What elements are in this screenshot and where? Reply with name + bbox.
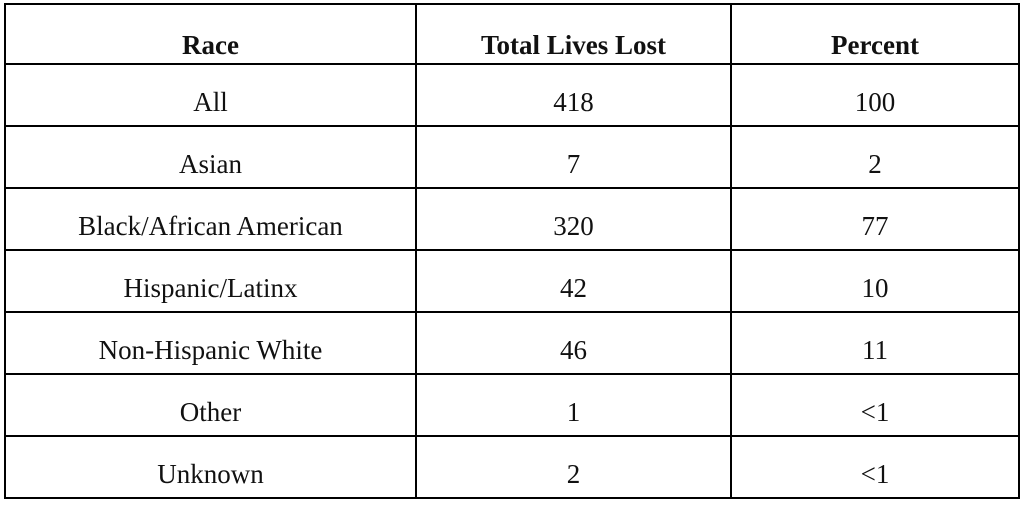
- table-cell: 77: [730, 187, 1020, 251]
- table-cell: 100: [730, 63, 1020, 127]
- table-cell: 46: [415, 311, 732, 375]
- table-row: Asian 7 2: [4, 125, 1020, 189]
- table-cell: Hispanic/Latinx: [4, 249, 417, 313]
- table-cell: 42: [415, 249, 732, 313]
- table-cell: 10: [730, 249, 1020, 313]
- table-row: Black/African American 320 77: [4, 187, 1020, 251]
- table-cell: Non-Hispanic White: [4, 311, 417, 375]
- table-cell: 2: [415, 435, 732, 499]
- table-row: Hispanic/Latinx 42 10: [4, 249, 1020, 313]
- table-body: All 418 100 Asian 7 2 Black/African American 32…: [4, 63, 1020, 499]
- table-cell: 7: [415, 125, 732, 189]
- table-cell: Unknown: [4, 435, 417, 499]
- table-cell: 2: [730, 125, 1020, 189]
- table-cell: 418: [415, 63, 732, 127]
- table-header: Race Total Lives Lost Percent: [4, 3, 1020, 65]
- table-cell: All: [4, 63, 417, 127]
- header-cell: Race: [4, 3, 417, 65]
- table-cell: <1: [730, 435, 1020, 499]
- table-row: All 418 100: [4, 63, 1020, 127]
- header-cell: Percent: [730, 3, 1020, 65]
- table-cell: Black/African American: [4, 187, 417, 251]
- table-cell: 320: [415, 187, 732, 251]
- data-table: Race Total Lives Lost Percent All 418 100 Asi…: [4, 3, 1020, 499]
- table-row: Other 1 <1: [4, 373, 1020, 437]
- header-row: Race Total Lives Lost Percent: [4, 3, 1020, 65]
- table-cell: <1: [730, 373, 1020, 437]
- table-row: Non-Hispanic White 46 11: [4, 311, 1020, 375]
- header-cell: Total Lives Lost: [415, 3, 732, 65]
- table-cell: 1: [415, 373, 732, 437]
- table-cell: 11: [730, 311, 1020, 375]
- table-row: Unknown 2 <1: [4, 435, 1020, 499]
- table-cell: Other: [4, 373, 417, 437]
- table-cell: Asian: [4, 125, 417, 189]
